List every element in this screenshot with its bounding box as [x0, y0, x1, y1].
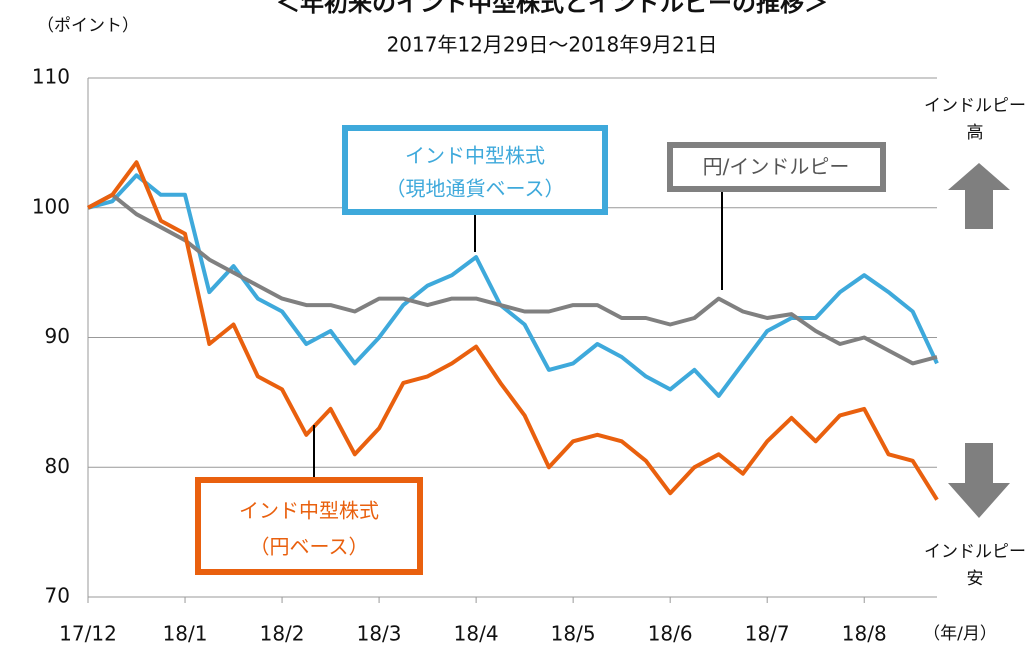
chart-subtitle: 2017年12月29日～2018年9月21日 [387, 33, 718, 57]
annotation-text: （現地通貨ベース） [386, 177, 565, 201]
y-tick-label: 110 [32, 65, 70, 89]
series-line [87, 160, 939, 501]
annotation-text: 高 [967, 123, 984, 143]
y-tick-label: 100 [32, 194, 70, 218]
chart-title: ＜年初来のインド中型株式とインドルピーの推移＞ [276, 0, 828, 17]
x-tick-label: 18/8 [842, 622, 887, 645]
x-tick-label: 18/1 [163, 622, 208, 645]
annotation: インド中型株式 （現地通貨ベース） [342, 125, 608, 252]
arrow-up [948, 163, 1010, 229]
x-tick-label: 18/5 [551, 622, 596, 645]
rupee-up: インドルピー 高 [924, 96, 1026, 229]
annotation-text: インドルピー [924, 542, 1026, 562]
annotation-box [342, 125, 608, 215]
x-tick-label: 18/7 [745, 622, 790, 645]
x-tick-label: 18/3 [357, 622, 402, 645]
x-tick-label: 18/4 [454, 622, 499, 645]
series-line [87, 192, 938, 366]
x-axis-label: （年/月） [923, 624, 997, 644]
y-tick-label: 90 [45, 324, 70, 348]
annotation: インド中型株式 （円ベース） [195, 425, 423, 575]
annotation-text: 安 [967, 569, 984, 589]
annotation-text: インドルピー [924, 96, 1026, 116]
annotation-text: インド中型株式 [239, 499, 379, 523]
annotation-box [667, 142, 886, 192]
annotation-box [195, 477, 423, 575]
rupee-down: インドルピー 安 [924, 443, 1026, 589]
x-tick-label: 18/2 [260, 622, 305, 645]
arrow-down [948, 443, 1010, 518]
annotation-text: （円ベース） [250, 535, 369, 559]
annotation-text: 円/インドルピー [703, 155, 850, 179]
x-tick-label: 18/6 [648, 622, 693, 645]
annotation-text: インド中型株式 [405, 144, 545, 168]
y-axis-label: （ポイント） [37, 16, 139, 36]
x-tick-label: 17/12 [59, 622, 117, 645]
annotation: 円/インドルピー [667, 142, 886, 290]
y-tick-label: 80 [45, 454, 70, 478]
y-tick-label: 70 [45, 584, 70, 608]
